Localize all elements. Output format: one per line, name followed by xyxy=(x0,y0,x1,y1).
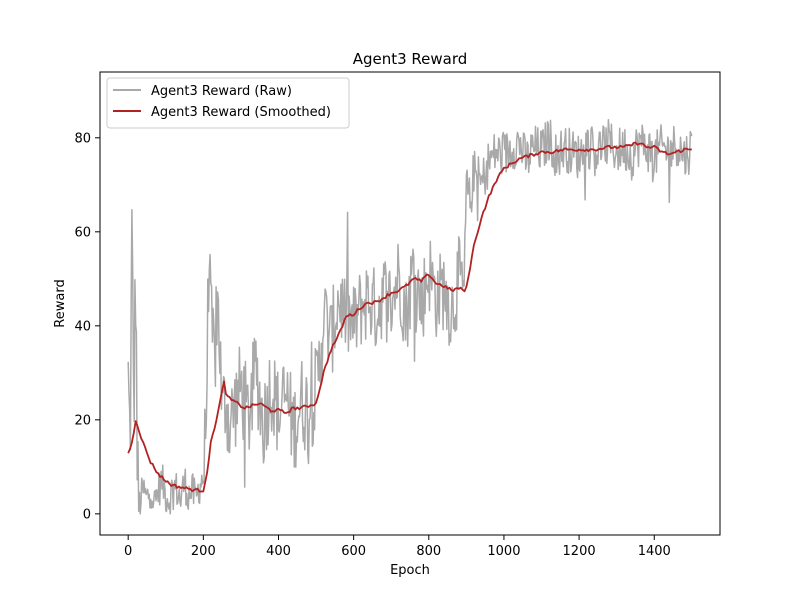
y-tick-label: 20 xyxy=(74,413,91,428)
x-tick-label: 200 xyxy=(191,544,216,559)
series-layer xyxy=(127,118,693,515)
x-axis: 0 200 400 600 800 1000 1200 1400 xyxy=(124,535,671,559)
legend-box xyxy=(106,77,350,129)
y-axis: 0 20 40 60 80 xyxy=(74,131,100,522)
chart-title: Agent3 Reward xyxy=(353,50,468,68)
x-tick-label: 800 xyxy=(416,544,441,559)
legend: Agent3 Reward (Raw) Agent3 Reward (Smoot… xyxy=(106,77,350,129)
x-tick-label: 600 xyxy=(341,544,366,559)
plot-frame xyxy=(99,71,721,536)
y-axis-label: Reward xyxy=(53,279,68,327)
x-tick-label: 1200 xyxy=(563,544,596,559)
y-tick-label: 0 xyxy=(83,507,91,522)
x-axis-label: Epoch xyxy=(390,563,430,578)
x-tick-label: 0 xyxy=(124,544,132,559)
legend-label-smoothed: Agent3 Reward (Smoothed) xyxy=(151,105,331,120)
x-tick-label: 1400 xyxy=(638,544,671,559)
smoothed-reward-line xyxy=(127,141,692,493)
x-tick-label: 400 xyxy=(266,544,291,559)
x-tick-label: 1000 xyxy=(487,544,520,559)
y-tick-label: 60 xyxy=(74,225,91,240)
y-tick-label: 80 xyxy=(74,131,91,146)
y-tick-label: 40 xyxy=(74,319,91,334)
legend-label-raw: Agent3 Reward (Raw) xyxy=(151,84,292,99)
